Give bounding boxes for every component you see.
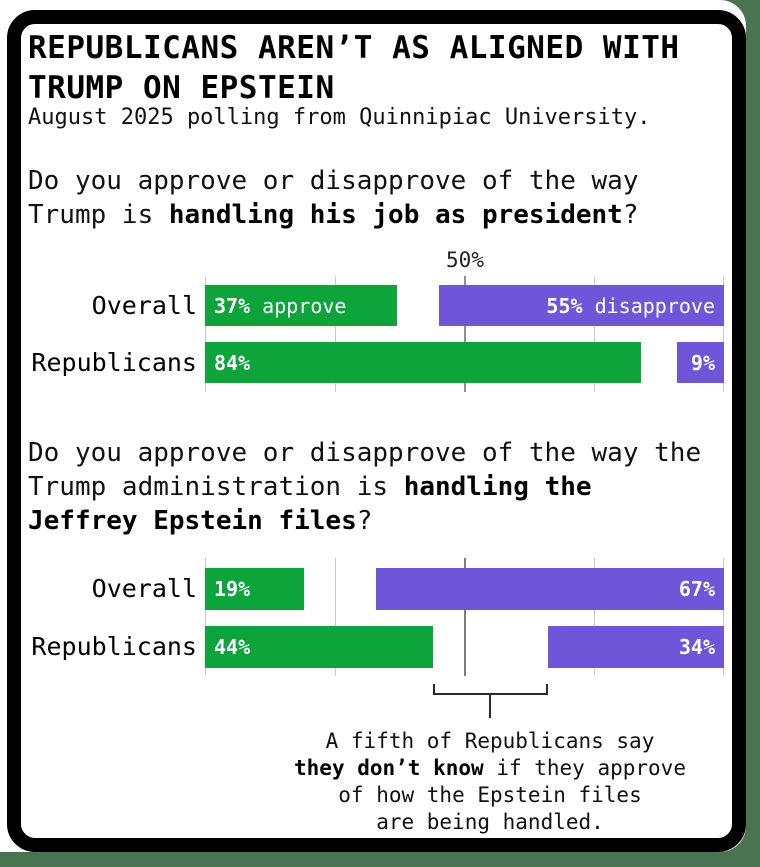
bar-republicans-approve: 44% — [205, 626, 434, 668]
axis-label-50pct: 50% — [446, 248, 484, 272]
chart-epstein-files: 19% 67% 44% 34% — [205, 558, 724, 676]
bar-overall-approve: 37% approve — [205, 285, 398, 326]
annotation-line-1: A fifth of Republicans say — [325, 729, 655, 753]
bar-republicans-approve: 84% — [205, 342, 641, 383]
question-1-line-2: Trump is handling his job as president? — [28, 200, 639, 230]
card-border — [7, 10, 746, 852]
gridline-50pct — [463, 276, 466, 392]
gridline-100pct — [723, 558, 724, 676]
chart-job-approval: 37% approve 55% disapprove 84% 9% — [205, 276, 724, 392]
category-label-republicans-chart2: Republicans — [31, 632, 197, 661]
gridline-100pct — [723, 276, 724, 392]
annotation-dont-know: A fifth of Republicans say they don’t kn… — [270, 728, 710, 836]
chart-title-line1: REPUBLICANS AREN’T AS ALIGNED WITH — [28, 30, 680, 66]
bar-overall-disapprove: 67% — [376, 568, 724, 610]
question-1-line-1: Do you approve or disapprove of the way — [28, 166, 639, 196]
question-2-line-3: Jeffrey Epstein files? — [28, 506, 373, 536]
gridline-25pct — [334, 558, 336, 676]
category-label-republicans-chart1: Republicans — [31, 348, 197, 377]
gridline-25pct — [334, 276, 336, 392]
gridline-50pct — [463, 558, 466, 676]
category-label-overall-chart2: Overall — [91, 574, 197, 603]
chart-subtitle: August 2025 polling from Quinnipiac Univ… — [28, 105, 651, 130]
gridline-75pct — [594, 276, 596, 392]
bar-overall-approve: 19% — [205, 568, 304, 610]
gridline-0pct — [205, 558, 206, 676]
annotation-line-3: of how the Epstein files — [338, 783, 642, 807]
bracket-zone — [205, 684, 724, 718]
bar-republicans-disapprove: 34% — [547, 626, 724, 668]
bracket-stem — [489, 693, 492, 718]
bracket-left-tick — [433, 684, 436, 695]
chart-title: REPUBLICANS AREN’T AS ALIGNED WITH TRUMP… — [28, 28, 728, 108]
category-label-overall-chart1: Overall — [91, 291, 197, 320]
annotation-line-2: they don’t know if they approve — [294, 756, 686, 780]
gridline-75pct — [594, 558, 596, 676]
chart-title-line2: TRUMP ON EPSTEIN — [28, 70, 335, 106]
dont-know-bracket — [433, 684, 548, 718]
gridline-0pct — [205, 276, 206, 392]
question-job-approval: Do you approve or disapprove of the way … — [28, 164, 734, 232]
annotation-line-4: are being handled. — [376, 810, 604, 834]
bar-republicans-disapprove: 9% — [677, 342, 724, 383]
bracket-right-tick — [545, 684, 548, 695]
question-epstein-files: Do you approve or disapprove of the way … — [28, 436, 734, 538]
question-2-line-2: Trump administration is handling the — [28, 472, 592, 502]
bar-overall-disapprove: 55% disapprove — [438, 285, 724, 326]
question-2-line-1: Do you approve or disapprove of the way … — [28, 438, 702, 468]
